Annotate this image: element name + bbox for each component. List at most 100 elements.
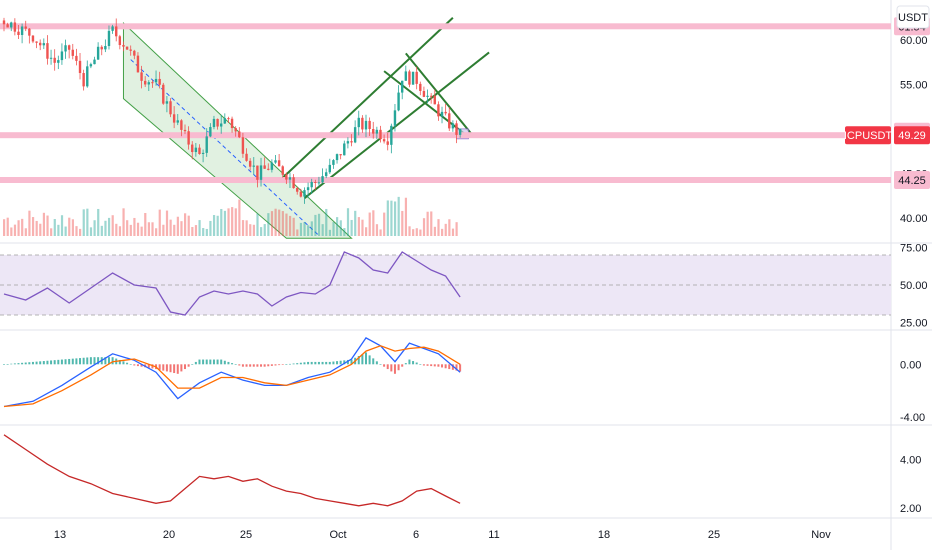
candle-body — [444, 111, 447, 114]
candle-body — [404, 71, 408, 81]
volume-bar — [136, 222, 140, 236]
candle-body — [205, 136, 208, 153]
time-tick-label: Nov — [811, 529, 831, 541]
macd-histogram-bar — [249, 364, 252, 367]
candle-body — [154, 78, 158, 83]
volume-bar — [372, 210, 375, 236]
volume-bar — [339, 220, 342, 236]
candle-body — [198, 147, 201, 154]
volume-bar — [451, 228, 455, 236]
candle-body — [111, 26, 114, 31]
candle-body — [328, 164, 331, 173]
macd-histogram-bar — [361, 354, 364, 365]
macd-histogram-bar — [133, 364, 136, 366]
candle-body — [67, 45, 71, 50]
macd-histogram-bar — [6, 364, 9, 365]
volume-bar — [270, 211, 274, 236]
candle-body — [180, 120, 183, 130]
macd-histogram-bar — [212, 359, 215, 365]
volume-bar — [263, 224, 266, 236]
candle-body — [339, 154, 342, 156]
price-tick-label: 60.00 — [900, 35, 928, 47]
volume-bar — [158, 209, 161, 236]
candle-body — [375, 129, 379, 134]
macd-histogram-bar — [126, 362, 129, 365]
volume-bar — [422, 218, 426, 236]
candle-body — [448, 113, 451, 129]
macd-histogram-bar — [173, 364, 176, 374]
volume-bar — [28, 210, 31, 236]
volume-bar — [169, 219, 172, 236]
wedge-upper-line — [282, 17, 454, 179]
macd-histogram-bar — [169, 364, 172, 373]
candle-body — [433, 95, 436, 105]
volume-bar — [321, 224, 324, 236]
candle-body — [96, 46, 100, 60]
volume-bar — [288, 215, 292, 236]
volume-bar — [82, 209, 85, 236]
macd-histogram-bar — [220, 359, 223, 365]
candle-body — [17, 31, 20, 35]
time-tick-label: 20 — [163, 529, 175, 541]
macd-histogram-bar — [299, 362, 302, 365]
candle-body — [288, 177, 292, 180]
flag-upper-line — [405, 52, 472, 134]
rsi-tick-label: 25.00 — [900, 318, 928, 330]
price-tick-label: 55.00 — [900, 79, 928, 91]
candle-body — [364, 120, 368, 130]
candle-body — [397, 92, 400, 111]
volume-bar — [354, 210, 357, 236]
macd-histogram-bar — [263, 364, 266, 367]
macd-histogram-bar — [35, 361, 38, 365]
volume-bar — [328, 229, 331, 236]
candle-body — [451, 123, 455, 129]
volume-bar — [444, 223, 447, 236]
candle-body — [13, 22, 17, 32]
price-tag: 49.29 ICPUSDT — [844, 126, 930, 145]
candle-body — [158, 78, 161, 85]
macd-histogram-bar — [393, 364, 396, 374]
volume-bar — [310, 221, 313, 236]
volume-bar — [357, 217, 360, 236]
volume-bar — [68, 217, 71, 236]
bottom-tick-label: 2.00 — [900, 503, 921, 515]
candle-body — [107, 30, 111, 47]
candle-body — [303, 190, 306, 197]
macd-histogram-bar — [216, 359, 219, 365]
macd-histogram-bar — [129, 364, 132, 365]
price-tag-bg — [894, 126, 930, 145]
volume-bar — [6, 217, 9, 236]
macd-histogram-bar — [238, 364, 241, 366]
macd-histogram-bar — [194, 361, 197, 365]
volume-bar — [50, 228, 53, 236]
volume-bar — [379, 229, 382, 236]
macd-histogram-bar — [343, 360, 346, 365]
volume-bar — [393, 201, 397, 236]
macd-tick-label: 0.00 — [900, 359, 921, 371]
volume-bar — [187, 215, 190, 236]
wedge-lower-line — [303, 51, 490, 200]
volume-bar — [267, 213, 270, 236]
candle-body — [259, 165, 263, 180]
macd-histogram-bar — [231, 363, 234, 365]
candle-body — [241, 137, 245, 154]
volume-bar — [408, 226, 411, 236]
candle-body — [60, 51, 64, 61]
candle-body — [306, 187, 310, 191]
macd-histogram-bar — [285, 364, 288, 365]
macd-histogram-bar — [151, 364, 154, 369]
volume-bar — [256, 213, 259, 236]
candle-body — [209, 127, 212, 137]
candle-body — [353, 127, 357, 143]
volume-bar — [86, 208, 89, 236]
time-tick-label: 6 — [413, 529, 419, 541]
candle-body — [386, 141, 389, 145]
currency-label-box[interactable]: USDT — [896, 5, 930, 29]
volume-bar — [31, 217, 35, 236]
volume-bar — [223, 210, 227, 236]
candle-body — [372, 128, 375, 134]
volume-bar — [147, 222, 150, 236]
volume-bar — [162, 224, 165, 236]
macd-histogram-bar — [379, 364, 382, 365]
